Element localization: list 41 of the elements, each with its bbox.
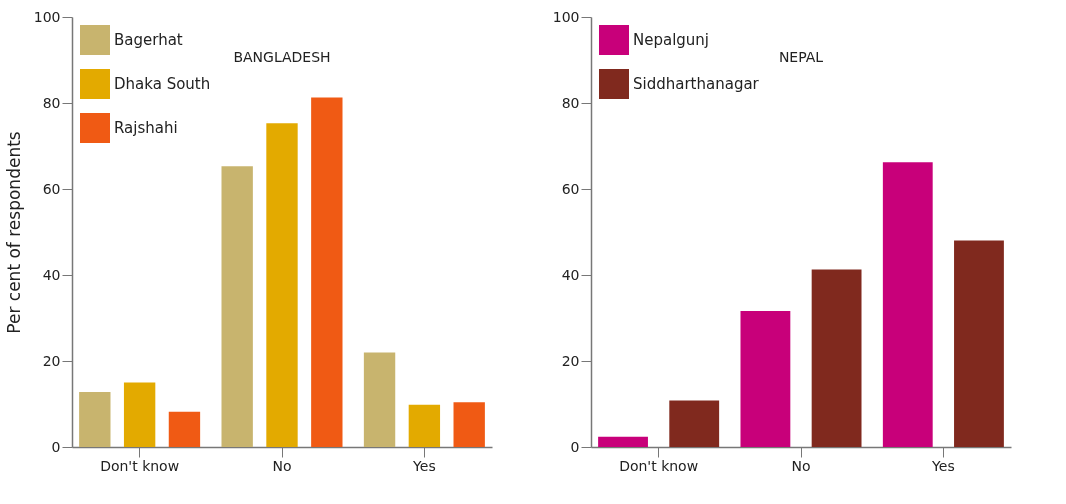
legend-label: Siddharthanagar	[633, 75, 760, 93]
legend-label: Nepalgunj	[633, 31, 710, 49]
text: NEPAL	[778, 49, 824, 65]
text: BANGLADESH	[233, 49, 331, 65]
bar	[811, 269, 862, 447]
y-tick-label: 20	[42, 352, 61, 369]
y-tick-label: 100	[33, 8, 61, 25]
y-tick-label: 0	[570, 438, 580, 455]
y-tick-label: 60	[42, 180, 61, 197]
bar	[311, 97, 343, 447]
legend-label: Dhaka South	[114, 75, 211, 93]
y-tick-label: 100	[552, 8, 580, 25]
x-tick-label: Don't know	[619, 457, 699, 474]
y-tick-label: 80	[42, 94, 61, 111]
legend-label: Bagerhat	[114, 31, 183, 49]
y-tick-label: 0	[51, 438, 61, 455]
bar	[408, 404, 441, 447]
bar	[79, 391, 111, 447]
bar	[453, 402, 485, 447]
bar	[168, 411, 201, 447]
y-tick-label: 80	[561, 94, 580, 111]
bar	[954, 240, 1004, 447]
bar	[363, 352, 396, 447]
bar	[598, 436, 648, 447]
bar	[266, 123, 298, 447]
x-tick-label: Yes	[931, 457, 955, 474]
bar	[123, 382, 156, 447]
y-tick-label: 40	[42, 266, 61, 283]
bar	[221, 166, 253, 447]
y-tick-label: 40	[561, 266, 580, 283]
x-tick-label: No	[272, 457, 292, 474]
x-tick-label: Yes	[412, 457, 436, 474]
y-axis-title: Per cent of respondents	[3, 131, 24, 334]
bar	[882, 162, 933, 447]
x-tick-label: No	[791, 457, 811, 474]
legend-label: Rajshahi	[114, 119, 178, 137]
y-tick-label: 60	[561, 180, 580, 197]
bar	[740, 311, 791, 447]
y-tick-label: 20	[561, 352, 580, 369]
bar	[669, 400, 720, 447]
x-tick-label: Don't know	[100, 457, 180, 474]
